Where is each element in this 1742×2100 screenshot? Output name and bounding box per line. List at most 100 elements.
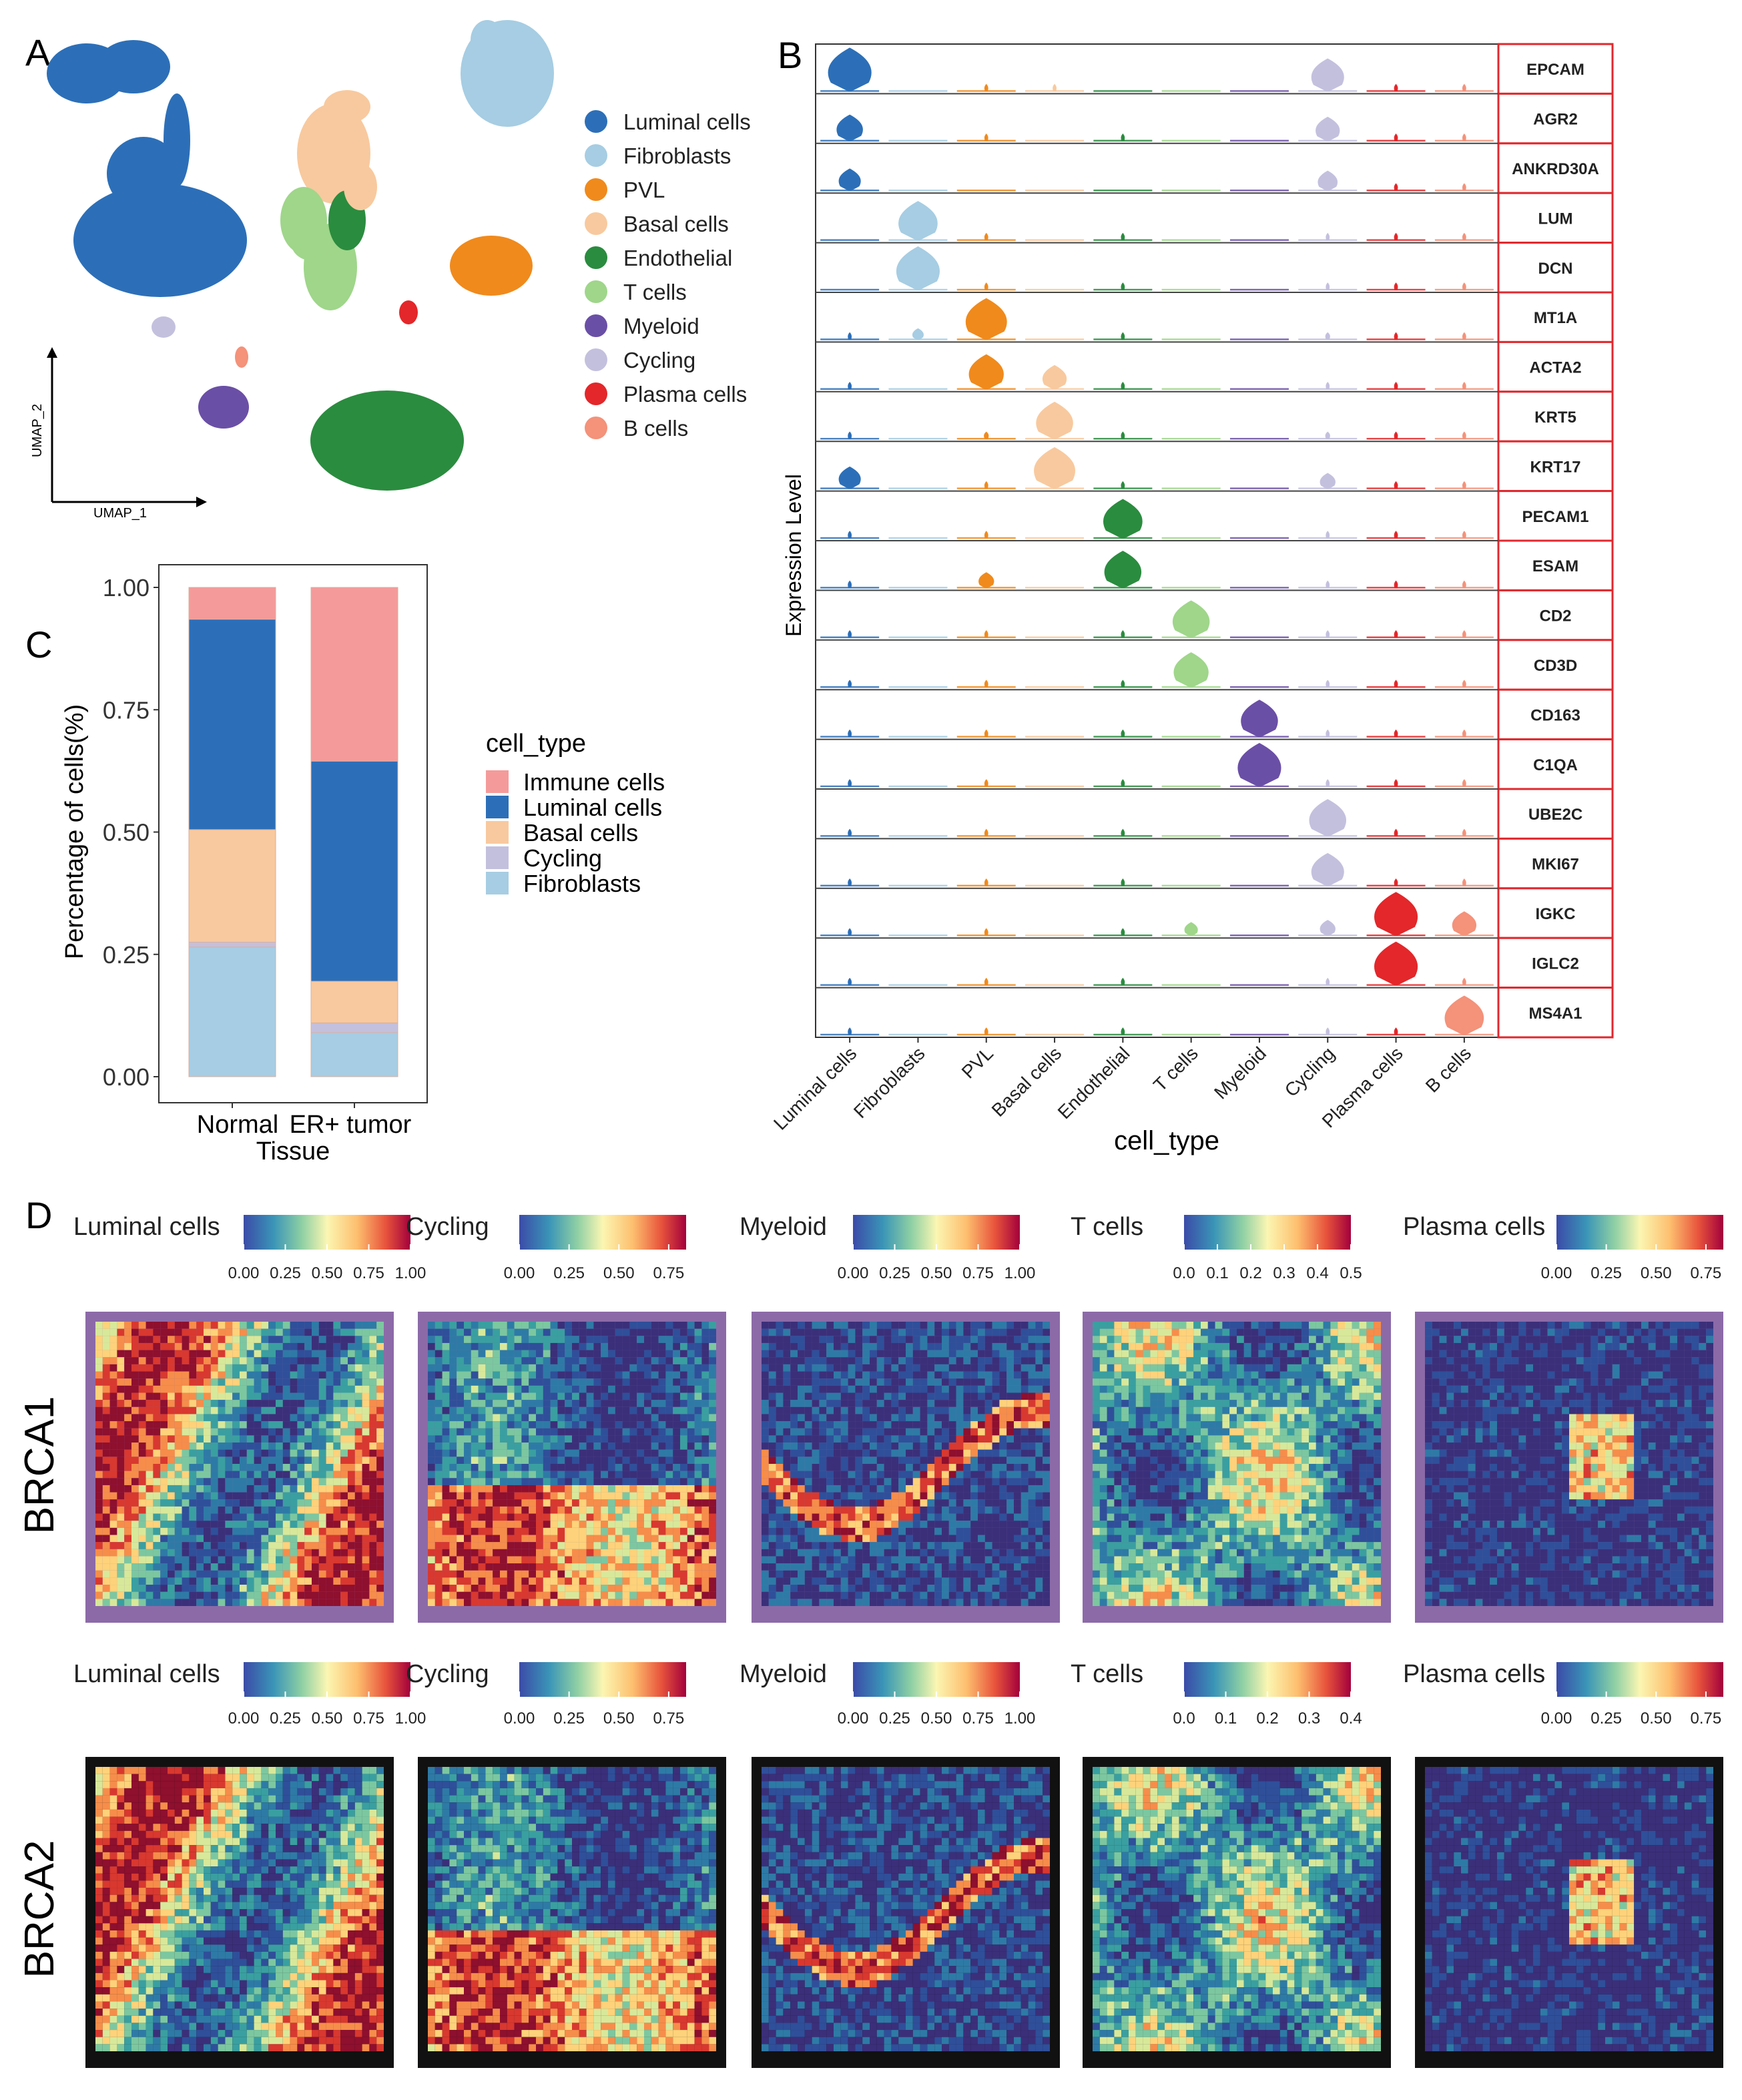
spatial-spot <box>428 1414 435 1422</box>
spatial-spot <box>514 1599 522 1606</box>
spatial-spot <box>146 1449 154 1457</box>
spatial-spot <box>826 1527 834 1535</box>
spatial-spot <box>102 1549 110 1557</box>
spatial-spot <box>318 1435 326 1443</box>
spatial-spot <box>572 1435 579 1443</box>
spatial-spot <box>920 1400 928 1407</box>
spatial-spot <box>282 1577 290 1585</box>
spatial-spot <box>304 1364 312 1372</box>
spatial-spot <box>804 1364 812 1372</box>
spatial-spot <box>457 1371 464 1379</box>
spatial-spot <box>210 1414 218 1422</box>
spatial-spot <box>834 1521 841 1528</box>
spatial-spot <box>876 1506 884 1514</box>
spatial-spot <box>884 1499 892 1507</box>
spatial-spot <box>138 1513 146 1521</box>
spatial-spot <box>920 1328 928 1336</box>
spatial-spot <box>658 1364 666 1372</box>
spatial-spot <box>276 1485 283 1493</box>
spatial-spot <box>210 1435 218 1443</box>
spatial-spot <box>586 1585 594 1592</box>
spatial-spot <box>984 1378 992 1386</box>
spatial-spot <box>629 1421 637 1428</box>
spatial-spot <box>783 1350 791 1358</box>
spatial-spot <box>622 1435 630 1443</box>
spatial-spot <box>304 1506 312 1514</box>
spatial-spot <box>665 1499 673 1507</box>
spatial-spot <box>1043 1527 1050 1535</box>
spatial-spot <box>862 1400 870 1407</box>
spatial-spot <box>225 1414 233 1422</box>
spatial-spot <box>984 1492 992 1500</box>
spatial-spot <box>109 1442 117 1450</box>
spatial-spot <box>579 1442 587 1450</box>
spatial-spot <box>210 1342 218 1350</box>
violin-mark <box>1462 779 1466 787</box>
spatial-spot <box>218 1421 226 1428</box>
spatial-spot <box>168 1521 175 1528</box>
spatial-spot <box>963 1513 971 1521</box>
spatial-spot <box>912 1521 920 1528</box>
spatial-spot <box>658 1506 666 1514</box>
spatial-spot <box>304 1322 312 1329</box>
spatial-spot <box>543 1535 551 1543</box>
spatial-spot <box>579 1471 587 1479</box>
spatial-spot <box>658 1449 666 1457</box>
violin-mark <box>1462 232 1466 241</box>
spatial-spot <box>95 1400 103 1407</box>
spatial-spot <box>1043 1492 1050 1500</box>
spatial-spot <box>912 1364 920 1372</box>
spatial-spot <box>240 1485 247 1493</box>
spatial-spot <box>160 1513 168 1521</box>
spatial-spot <box>282 1342 290 1350</box>
spatial-spot <box>557 1485 565 1493</box>
spatial-spot <box>762 1385 769 1393</box>
spatial-spot <box>478 1478 486 1485</box>
spatial-spot <box>622 1449 630 1457</box>
spatial-spot <box>601 1599 608 1606</box>
spatial-spot <box>565 1322 572 1329</box>
spatial-spot <box>948 1392 956 1400</box>
spatial-spot <box>117 1457 125 1464</box>
spatial-spot <box>290 1442 298 1450</box>
spatial-spot <box>790 1406 798 1414</box>
spatial-spot <box>999 1478 1007 1485</box>
spatial-spot <box>550 1342 558 1350</box>
spatial-spot <box>701 1527 709 1535</box>
spatial-spot <box>326 1527 334 1535</box>
spatial-spot <box>1014 1378 1021 1386</box>
spatial-spot <box>153 1400 161 1407</box>
violin-mark <box>848 382 852 390</box>
spatial-spot <box>246 1506 254 1514</box>
spatial-spot <box>117 1406 125 1414</box>
spatial-spot <box>557 1549 565 1557</box>
spatial-spot <box>333 1414 341 1422</box>
spatial-spot <box>449 1357 457 1364</box>
spatial-spot <box>906 1499 913 1507</box>
spatial-spot <box>1006 1535 1014 1543</box>
spatial-spot <box>694 1585 702 1592</box>
spatial-spot <box>500 1442 507 1450</box>
spatial-spot <box>572 1577 579 1585</box>
spatial-spot <box>906 1378 913 1386</box>
spatial-spot <box>449 1478 457 1485</box>
spatial-spot <box>992 1336 1000 1343</box>
spatial-spot <box>109 1364 117 1372</box>
spatial-spot <box>701 1577 709 1585</box>
spatial-spot <box>1028 1521 1036 1528</box>
violin-gene-strip <box>1497 937 1614 989</box>
spatial-spot <box>629 1563 637 1571</box>
spatial-spot <box>680 1521 687 1528</box>
spatial-spot <box>312 1499 319 1507</box>
spatial-spot <box>485 1585 493 1592</box>
spatial-spot <box>1006 1471 1014 1479</box>
spatial-spot <box>776 1499 784 1507</box>
spatial-spot <box>464 1506 471 1514</box>
spatial-spot <box>673 1435 680 1443</box>
spatial-spot <box>434 1499 443 1507</box>
spatial-spot <box>333 1591 341 1599</box>
spatial-spot <box>978 1535 985 1543</box>
spatial-spot <box>312 1542 319 1549</box>
spatial-spot <box>240 1406 247 1414</box>
spatial-spot <box>348 1400 355 1407</box>
